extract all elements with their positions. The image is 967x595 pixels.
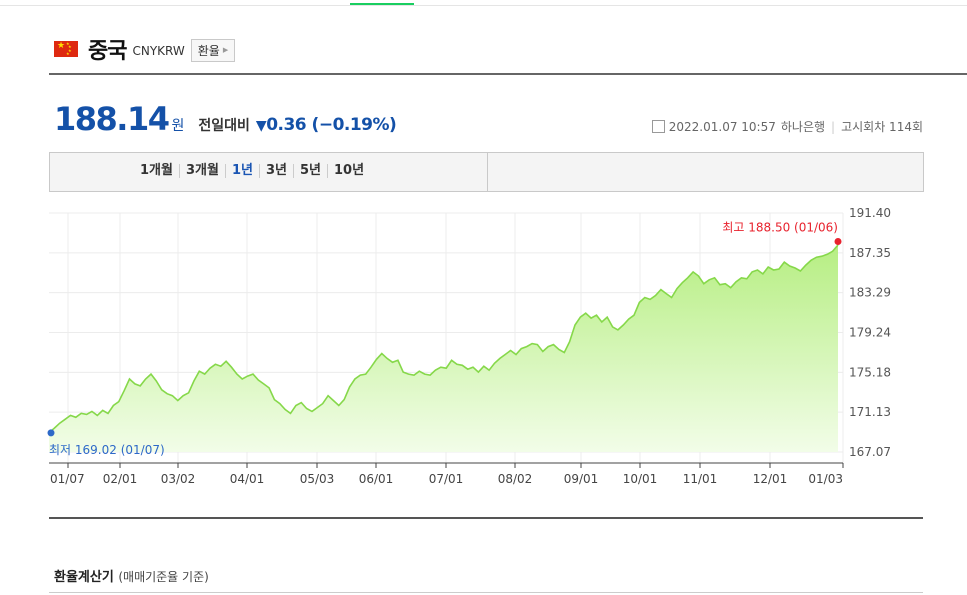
calculator-section-title: 환율계산기 (매매기준율 기준) [54, 566, 209, 585]
price-change: ▼0.36 (−0.19%) [255, 115, 397, 135]
x-tick-label: 03/02 [161, 472, 196, 486]
tab-3month[interactable]: 3개월 [178, 164, 225, 178]
x-tick-label: 02/01 [103, 472, 138, 486]
max-label: 최고 188.50 (01/06) [722, 220, 838, 234]
x-tick-label: 08/02 [498, 472, 533, 486]
min-point [47, 429, 55, 437]
x-tick-label: 01/03 [808, 472, 843, 486]
price-row: 188.14 원 전일대비 ▼0.36 (−0.19%) [54, 100, 397, 138]
x-axis-ticks: 01/07 02/01 03/02 04/01 05/03 06/01 07/01 08/02… [50, 463, 844, 486]
meta-notice: 고시회차 114회 [841, 120, 923, 134]
calendar-icon [651, 120, 665, 133]
y-tick-label: 171.13 [849, 405, 891, 419]
calculator-divider [49, 592, 923, 593]
x-tick-label: 07/01 [429, 472, 464, 486]
currency-code: CNYKRW [132, 44, 185, 58]
x-tick-label: 12/01 [753, 472, 788, 486]
fx-button[interactable]: 환율 ▶ [190, 38, 236, 62]
exchange-rate-chart: 01/07 02/01 03/02 04/01 05/03 06/01 07/01 08/02… [47, 206, 891, 486]
tabs-divider [487, 153, 488, 191]
period-tab-list: 1개월 3개월 1년 3년 5년 10년 [134, 164, 370, 178]
down-triangle-icon: ▼ [255, 118, 267, 134]
chevron-right-icon: ▶ [222, 46, 229, 54]
y-tick-label: 179.24 [849, 326, 891, 340]
active-nav-indicator [350, 3, 414, 5]
page-title: 중국 [88, 39, 127, 64]
tab-1year[interactable]: 1년 [224, 164, 259, 178]
x-tick-label: 11/01 [683, 472, 718, 486]
tab-3year[interactable]: 3년 [258, 164, 293, 178]
x-tick-label: 01/07 [50, 472, 85, 486]
x-tick-label: 04/01 [230, 472, 265, 486]
x-tick-label: 05/03 [300, 472, 335, 486]
max-point [834, 237, 842, 245]
x-tick-label: 10/01 [623, 472, 658, 486]
meta-separator: | [831, 119, 836, 134]
meta-datetime: 2022.01.07 10:57 [668, 119, 776, 134]
prev-day-label: 전일대비 [198, 118, 250, 134]
y-tick-label: 187.35 [849, 246, 891, 260]
x-tick-label: 09/01 [564, 472, 599, 486]
tab-10year[interactable]: 10년 [326, 164, 370, 178]
y-tick-label: 167.07 [849, 445, 891, 459]
fx-button-label: 환율 [197, 43, 220, 58]
min-label: 최저 169.02 (01/07) [49, 443, 165, 457]
tab-5year[interactable]: 5년 [292, 164, 327, 178]
chart-area-fill [49, 245, 838, 452]
price-meta: 2022.01.07 10:57 하나은행 | 고시회차 114회 [651, 118, 923, 135]
header-divider [49, 73, 967, 75]
y-tick-label: 175.18 [849, 365, 891, 379]
x-tick-label: 06/01 [359, 472, 394, 486]
calculator-subtitle: (매매기준율 기준) [118, 570, 209, 584]
price-unit: 원 [171, 118, 185, 134]
header: ★ ★ ★ ★ ★ 중국 CNYKRW 환율 ▶ [54, 34, 236, 64]
tab-1month[interactable]: 1개월 [140, 163, 173, 178]
y-axis-ticks: 191.40 187.35 183.29 179.24 175.18 171.13 167.… [849, 206, 891, 459]
top-nav-line [0, 0, 967, 6]
price-change-value: 0.36 (−0.19%) [266, 115, 397, 135]
chart-bottom-divider [49, 517, 923, 519]
y-tick-label: 183.29 [849, 286, 891, 300]
period-tabs: 1개월 3개월 1년 3년 5년 10년 [49, 152, 924, 192]
meta-bank: 하나은행 [780, 120, 826, 134]
calculator-title: 환율계산기 [54, 570, 114, 585]
china-flag-icon: ★ ★ ★ ★ ★ [54, 41, 78, 57]
chart-line [48, 244, 839, 434]
current-price: 188.14 [54, 100, 170, 138]
y-tick-label: 191.40 [849, 206, 891, 220]
